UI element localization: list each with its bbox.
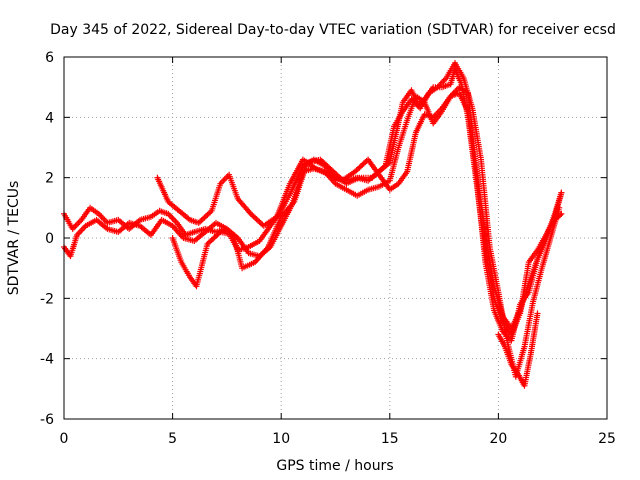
data-point: [534, 310, 541, 317]
data-points: [61, 60, 565, 389]
y-tick-label: 0: [45, 231, 54, 247]
x-tick-label: 5: [168, 431, 177, 447]
y-tick-label: -4: [40, 352, 54, 368]
axis-ticks: 0 5 10 15 20 25 -6 -4 -2 0 2 4 6: [40, 50, 616, 447]
y-tick-label: 4: [45, 110, 54, 126]
y-axis-label: SDTVAR / TECUs: [6, 181, 22, 296]
y-tick-label: -2: [40, 291, 54, 307]
data-point: [558, 189, 565, 196]
chart-title: Day 345 of 2022, Sidereal Day-to-day VTE…: [50, 22, 616, 38]
data-point: [556, 204, 563, 211]
series-track-E: [495, 310, 541, 389]
x-tick-label: 10: [272, 431, 290, 447]
series-track-D: [169, 60, 563, 380]
x-tick-label: 0: [60, 431, 69, 447]
x-tick-label: 25: [598, 431, 616, 447]
y-tick-label: 6: [45, 50, 54, 66]
series-track-A: [61, 66, 565, 338]
grid-lines: [64, 57, 607, 419]
y-tick-label: -6: [40, 412, 54, 428]
x-axis-label: GPS time / hours: [276, 458, 393, 474]
x-tick-label: 20: [489, 431, 507, 447]
y-tick-label: 2: [45, 171, 54, 187]
x-tick-label: 15: [381, 431, 399, 447]
